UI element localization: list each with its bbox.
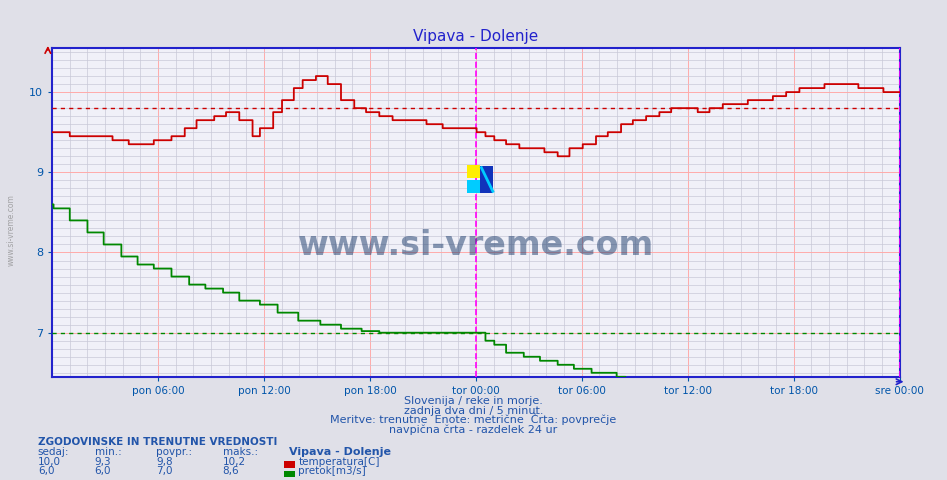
Text: Vipava - Dolenje: Vipava - Dolenje xyxy=(289,447,391,457)
Text: 8,6: 8,6 xyxy=(223,466,240,476)
Text: povpr.:: povpr.: xyxy=(156,447,192,457)
Text: 10,0: 10,0 xyxy=(38,456,61,467)
Text: navpična črta - razdelek 24 ur: navpična črta - razdelek 24 ur xyxy=(389,424,558,435)
Text: 9,3: 9,3 xyxy=(95,456,112,467)
Text: 10,2: 10,2 xyxy=(223,456,245,467)
Text: www.si-vreme.com: www.si-vreme.com xyxy=(297,229,654,262)
Bar xyxy=(468,180,480,193)
Text: temperatura[C]: temperatura[C] xyxy=(298,456,380,467)
Text: pretok[m3/s]: pretok[m3/s] xyxy=(298,466,366,476)
Text: 9,8: 9,8 xyxy=(156,456,173,467)
Bar xyxy=(480,166,492,193)
Text: www.si-vreme.com: www.si-vreme.com xyxy=(7,194,16,266)
Text: ZGODOVINSKE IN TRENUTNE VREDNOSTI: ZGODOVINSKE IN TRENUTNE VREDNOSTI xyxy=(38,437,277,447)
Text: 6,0: 6,0 xyxy=(95,466,111,476)
Bar xyxy=(468,165,480,178)
Text: sedaj:: sedaj: xyxy=(38,447,69,457)
Text: 6,0: 6,0 xyxy=(38,466,54,476)
Title: Vipava - Dolenje: Vipava - Dolenje xyxy=(413,29,539,44)
Text: 7,0: 7,0 xyxy=(156,466,172,476)
Text: min.:: min.: xyxy=(95,447,121,457)
Text: Meritve: trenutne  Enote: metrične  Črta: povprečje: Meritve: trenutne Enote: metrične Črta: … xyxy=(331,413,616,425)
Text: Slovenija / reke in morje.: Slovenija / reke in morje. xyxy=(404,396,543,406)
Text: maks.:: maks.: xyxy=(223,447,258,457)
Text: zadnja dva dni / 5 minut.: zadnja dva dni / 5 minut. xyxy=(403,406,544,416)
